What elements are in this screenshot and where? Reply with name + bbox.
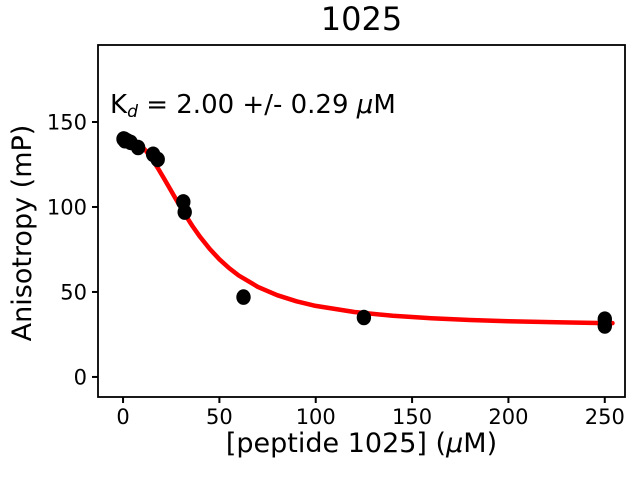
x-axis-label-prefix: [peptide 1025] ( xyxy=(225,428,447,459)
y-tick-label: 150 xyxy=(47,110,87,134)
kd-mu-symbol: μ xyxy=(356,90,374,120)
x-tick-label: 0 xyxy=(116,405,129,429)
data-point xyxy=(236,289,251,305)
x-tick-label: 50 xyxy=(206,405,233,429)
x-axis-label-suffix: M) xyxy=(463,428,498,459)
x-axis-label-mu-symbol: μ xyxy=(446,428,464,459)
fit-curve xyxy=(120,135,615,326)
data-point xyxy=(177,204,192,220)
kd-value-text: = 2.00 +/- 0.29 xyxy=(137,90,357,120)
y-tick-label: 100 xyxy=(47,195,87,219)
x-tick-label: 150 xyxy=(392,405,432,429)
y-axis-label: Anisotropy (mP) xyxy=(7,124,38,342)
data-point xyxy=(130,139,146,156)
axes-frame xyxy=(97,44,626,398)
y-tick-label: 0 xyxy=(74,365,87,389)
kd-annotation: Kd = 2.00 +/- 0.29 μM xyxy=(110,90,396,122)
data-point xyxy=(356,309,372,326)
x-axis-label: [peptide 1025] (μM) xyxy=(98,428,625,459)
data-point xyxy=(597,318,612,334)
kd-unit: M xyxy=(373,90,396,120)
x-tick-label: 250 xyxy=(585,405,625,429)
data-point xyxy=(150,151,165,168)
x-tick-label: 100 xyxy=(296,405,336,429)
x-tick-label: 200 xyxy=(488,405,528,429)
kd-subscript: d xyxy=(127,101,138,122)
plot-title: 1025 xyxy=(320,0,403,38)
y-tick-label: 50 xyxy=(60,280,87,304)
kd-symbol: K xyxy=(110,90,128,120)
